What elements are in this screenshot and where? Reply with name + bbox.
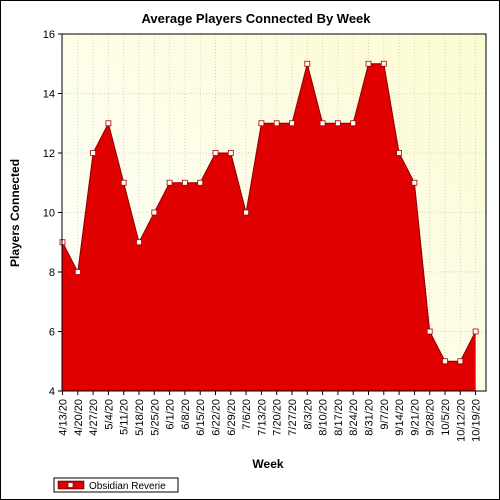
x-tick-label: 8/10/20 <box>318 399 330 436</box>
data-point <box>304 60 311 67</box>
data-point <box>105 120 112 127</box>
chart-title: Average Players Connected By Week <box>141 11 371 26</box>
x-tick-label: 10/19/20 <box>471 399 483 442</box>
plot-border <box>61 33 487 392</box>
data-point <box>289 120 295 127</box>
data-point <box>120 179 127 186</box>
data-point <box>74 269 81 275</box>
x-tick-label: 8/17/20 <box>333 399 345 436</box>
x-tick-label: 7/27/20 <box>287 399 299 436</box>
y-tick-label: 16 <box>43 29 55 41</box>
data-point <box>472 328 479 335</box>
x-tick-label: 7/6/20 <box>241 399 253 430</box>
data-point <box>350 120 357 127</box>
legend-marker-icon <box>67 482 74 488</box>
x-tick-label: 5/18/20 <box>134 399 146 436</box>
data-point <box>212 150 219 156</box>
data-point <box>151 209 158 216</box>
y-tick-label: 6 <box>49 327 55 339</box>
data-point <box>442 358 448 365</box>
data-point <box>258 120 265 127</box>
data-point <box>334 120 341 127</box>
data-point <box>457 358 464 365</box>
x-tick-label: 10/12/20 <box>455 399 467 442</box>
legend: Obsidian Reverie <box>53 477 179 493</box>
y-tick-label: 12 <box>43 148 55 160</box>
x-tick-label: 9/7/20 <box>379 399 391 430</box>
legend-label: Obsidian Reverie <box>89 481 166 492</box>
x-tick-label: 8/24/20 <box>348 399 360 436</box>
x-tick-label: 6/8/20 <box>180 399 192 430</box>
x-tick-label: 6/22/20 <box>211 399 223 436</box>
x-tick-label: 7/13/20 <box>256 399 268 436</box>
y-tick-label: 10 <box>43 208 55 220</box>
x-tick-label: 9/28/20 <box>425 399 437 436</box>
series-line <box>62 63 477 362</box>
x-axis-ticks: 4/13/20 4/20/20 4/27/20 5/4/20 5/11/20 5/18/2… <box>58 391 483 442</box>
y-tick-label: 4 <box>49 386 55 398</box>
series-area-layer <box>62 63 477 391</box>
data-point <box>243 209 250 216</box>
x-tick-label: 6/29/20 <box>226 399 238 436</box>
data-point <box>411 179 418 186</box>
x-tick-label: 8/3/20 <box>302 399 314 430</box>
x-tick-label: 9/14/20 <box>394 399 406 436</box>
data-point <box>136 239 142 246</box>
x-tick-label: 7/20/20 <box>272 399 284 436</box>
x-tick-label: 4/13/20 <box>58 399 70 436</box>
data-point <box>197 179 204 186</box>
x-tick-label: 6/15/20 <box>195 399 207 436</box>
data-point <box>380 60 387 67</box>
legend-box <box>53 477 179 493</box>
x-tick-label: 4/27/20 <box>88 399 100 436</box>
series-area <box>62 63 476 391</box>
x-tick-label: 6/1/20 <box>165 399 177 430</box>
data-point <box>365 60 372 67</box>
data-point <box>90 150 96 156</box>
data-point <box>227 150 234 156</box>
data-point <box>181 179 188 186</box>
data-point <box>396 150 403 156</box>
series-markers <box>59 60 479 365</box>
x-tick-label: 9/21/20 <box>409 399 421 436</box>
x-axis-title: Week <box>252 457 283 471</box>
x-tick-label: 4/20/20 <box>73 399 85 436</box>
data-point <box>319 120 326 127</box>
y-tick-label: 8 <box>49 267 55 279</box>
data-point <box>166 179 173 186</box>
x-tick-label: 8/31/20 <box>364 399 376 436</box>
y-axis-ticks: 4 6 8 10 12 14 16 <box>43 29 62 398</box>
x-tick-label: 5/11/20 <box>119 399 131 435</box>
x-tick-label: 5/4/20 <box>103 399 115 430</box>
x-tick-label: 10/5/20 <box>440 399 452 436</box>
data-point <box>426 328 433 335</box>
data-point <box>273 120 280 127</box>
y-tick-label: 14 <box>43 89 55 101</box>
y-axis-title: Players Connected <box>8 159 22 267</box>
x-tick-label: 5/25/20 <box>149 399 161 436</box>
